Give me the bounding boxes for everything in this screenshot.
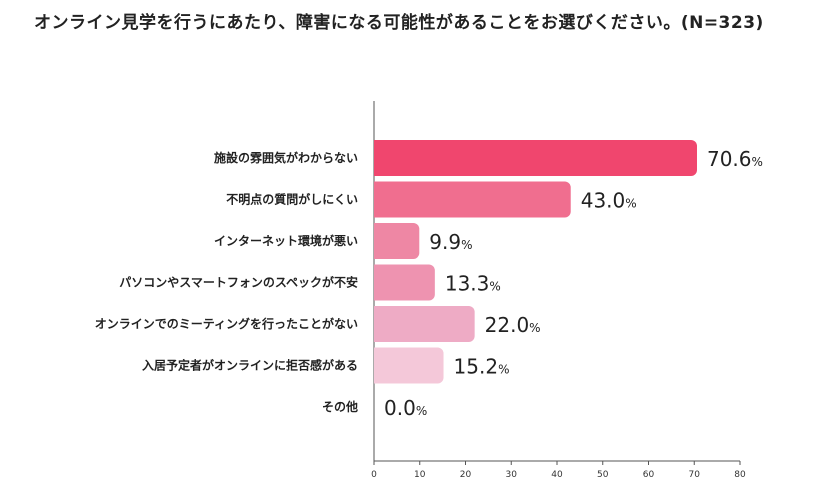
bar-base [374, 347, 380, 384]
data-label: 9.9% [429, 230, 472, 254]
data-label-unit: % [498, 363, 509, 377]
x-tick-label: 10 [414, 470, 426, 480]
data-label-unit: % [461, 238, 472, 252]
category-label: パソコンやスマートフォンのスペックが不安 [119, 275, 358, 290]
data-label-value: 9.9 [429, 230, 461, 254]
bar-base [374, 264, 380, 301]
data-label-unit: % [416, 404, 427, 418]
data-label-value: 70.6 [707, 147, 752, 171]
data-label-unit: % [489, 280, 500, 294]
category-label: その他 [322, 399, 358, 414]
x-tick-label: 40 [551, 470, 563, 480]
bar-base [374, 223, 380, 259]
x-tick-label: 80 [734, 470, 746, 480]
x-tick-label: 20 [460, 470, 472, 480]
bar-base [374, 140, 380, 176]
bar-base [374, 181, 380, 218]
x-tick-label: 70 [689, 470, 701, 480]
bar-base [374, 306, 380, 342]
category-label: 入居予定者がオンラインに拒否感がある [142, 358, 358, 373]
data-label-unit: % [529, 321, 540, 335]
category-label: 不明点の質問がしにくい [226, 192, 358, 207]
data-label-value: 0.0 [384, 396, 416, 420]
data-label: 13.3% [445, 272, 501, 296]
data-label: 70.6% [707, 147, 763, 171]
data-label-value: 13.3 [445, 272, 490, 296]
category-label: 施設の雰囲気がわからない [214, 150, 358, 165]
data-label: 22.0% [485, 313, 541, 337]
x-tick-label: 60 [643, 470, 655, 480]
x-tick-label: 50 [597, 470, 609, 480]
data-label: 43.0% [581, 189, 637, 213]
data-label: 0.0% [384, 396, 427, 420]
bar [374, 347, 444, 384]
bar [374, 181, 571, 218]
x-tick-label: 30 [506, 470, 518, 480]
chart-title: オンライン見学を行うにあたり、障害になる可能性があることをお選びください。(N=… [34, 13, 764, 33]
data-label-value: 22.0 [485, 313, 530, 337]
bar [374, 223, 420, 259]
data-label-unit: % [752, 155, 763, 169]
bar [374, 264, 435, 301]
bar [374, 140, 697, 176]
data-label: 15.2% [454, 355, 510, 379]
bar [374, 306, 475, 342]
data-label-value: 15.2 [454, 355, 499, 379]
x-tick-label: 0 [371, 470, 377, 480]
category-label: インターネット環境が悪い [214, 233, 358, 248]
category-label: オンラインでのミーティングを行ったことがない [95, 316, 358, 331]
data-label-value: 43.0 [581, 189, 626, 213]
data-label-unit: % [625, 197, 636, 211]
